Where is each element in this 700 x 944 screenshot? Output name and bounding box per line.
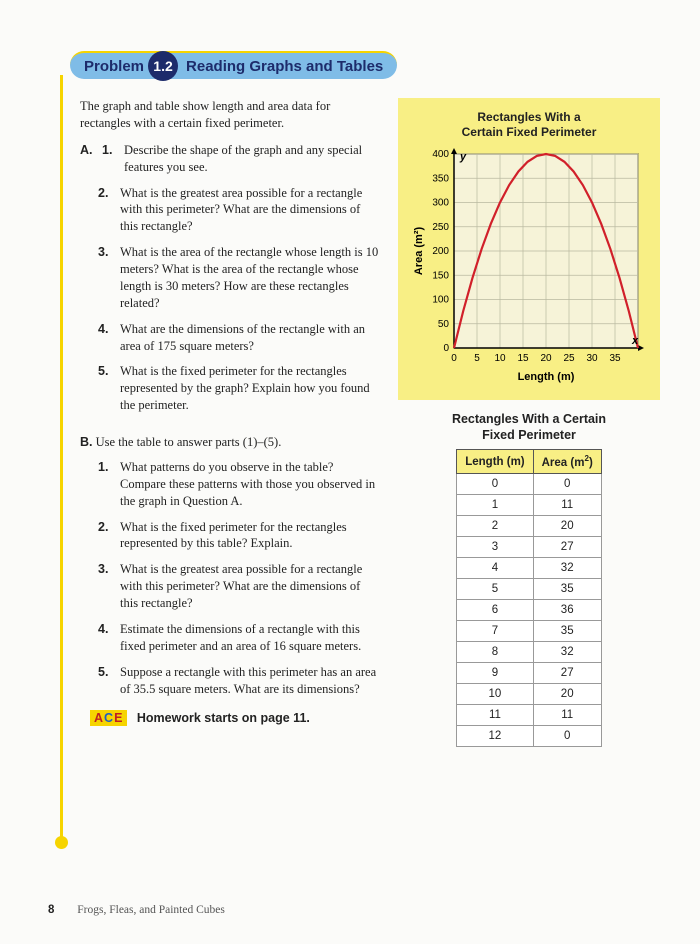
table-row: 735: [457, 621, 602, 642]
question-text: What patterns do you observe in the tabl…: [120, 459, 380, 510]
section-a-label: A.: [80, 142, 98, 176]
svg-text:0: 0: [451, 353, 457, 364]
question-text: Describe the shape of the graph and any …: [124, 142, 380, 176]
ace-text: Homework starts on page 11.: [137, 711, 310, 725]
svg-text:15: 15: [517, 353, 529, 364]
ace-line: ACE Homework starts on page 11.: [80, 711, 380, 725]
question-number: 5.: [98, 664, 116, 698]
svg-text:10: 10: [494, 353, 506, 364]
question-text: What is the fixed perimeter for the rect…: [120, 363, 380, 414]
question-number: 5.: [98, 363, 116, 414]
question-item: 4.Estimate the dimensions of a rectangle…: [98, 621, 380, 655]
table-header-area: Area (m2): [533, 450, 601, 474]
question-text: What is the greatest area possible for a…: [120, 185, 380, 236]
svg-text:300: 300: [432, 198, 449, 209]
svg-text:20: 20: [540, 353, 552, 364]
yellow-dot: [55, 836, 68, 849]
chart-box: Rectangles With a Certain Fixed Perimete…: [398, 98, 660, 400]
table-header-length: Length (m): [457, 450, 533, 474]
question-number: 2.: [98, 185, 116, 236]
question-item: 1.What patterns do you observe in the ta…: [98, 459, 380, 510]
svg-text:350: 350: [432, 173, 449, 184]
question-number: 4.: [98, 621, 116, 655]
section-a-list: 2.What is the greatest area possible for…: [80, 185, 380, 415]
question-number: 3.: [98, 561, 116, 612]
svg-text:0: 0: [443, 343, 449, 354]
section-b: B. Use the table to answer parts (1)–(5)…: [80, 434, 380, 697]
table-row: 120: [457, 726, 602, 747]
table-row: 432: [457, 558, 602, 579]
question-text: What is the greatest area possible for a…: [120, 561, 380, 612]
table-row: 1111: [457, 705, 602, 726]
ace-badge: ACE: [90, 710, 127, 726]
right-column: Rectangles With a Certain Fixed Perimete…: [398, 98, 660, 747]
svg-text:35: 35: [609, 353, 621, 364]
header-title: Reading Graphs and Tables: [186, 58, 383, 75]
left-column: The graph and table show length and area…: [70, 98, 380, 747]
section-a: A. 1. Describe the shape of the graph an…: [80, 142, 380, 414]
footer-page-number: 8: [48, 904, 54, 916]
table-row: 636: [457, 600, 602, 621]
svg-text:Area (m²): Area (m²): [413, 227, 425, 276]
svg-text:5: 5: [474, 353, 480, 364]
question-number: 1.: [102, 142, 120, 176]
svg-text:25: 25: [563, 353, 575, 364]
question-number: 4.: [98, 321, 116, 355]
question-item: 2.What is the fixed perimeter for the re…: [98, 519, 380, 553]
table-row: 832: [457, 642, 602, 663]
svg-text:50: 50: [438, 319, 450, 330]
footer-book-title: Frogs, Fleas, and Painted Cubes: [77, 904, 225, 916]
chart-title: Rectangles With a Certain Fixed Perimete…: [408, 110, 650, 140]
table-row: 111: [457, 495, 602, 516]
page-footer: 8 Frogs, Fleas, and Painted Cubes: [48, 904, 225, 916]
question-item: 3.What is the greatest area possible for…: [98, 561, 380, 612]
svg-text:200: 200: [432, 246, 449, 257]
svg-text:30: 30: [586, 353, 598, 364]
svg-text:Length (m): Length (m): [518, 371, 575, 383]
area-chart: 0 5 10 15 20 25 30 35 50 100 150 200 250 300 350 400 0 y x…: [408, 146, 650, 386]
table-row: 327: [457, 537, 602, 558]
question-number: 3.: [98, 244, 116, 312]
table-title: Rectangles With a Certain Fixed Perimete…: [398, 412, 660, 443]
svg-text:400: 400: [432, 149, 449, 160]
table-row: 220: [457, 516, 602, 537]
problem-header: Problem 1.2 Reading Graphs and Tables: [70, 50, 660, 80]
question-item: 2.What is the greatest area possible for…: [98, 185, 380, 236]
table-row: 535: [457, 579, 602, 600]
section-b-intro-text: Use the table to answer parts (1)–(5).: [96, 435, 282, 449]
table-row: 927: [457, 663, 602, 684]
intro-text: The graph and table show length and area…: [80, 98, 380, 132]
question-text: What is the area of the rectangle whose …: [120, 244, 380, 312]
question-item: 5.Suppose a rectangle with this perimete…: [98, 664, 380, 698]
header-pill: Problem 1.2 Reading Graphs and Tables: [70, 51, 397, 79]
header-problem-word: Problem: [84, 58, 144, 75]
yellow-rule: [60, 75, 63, 840]
question-text: Suppose a rectangle with this perimeter …: [120, 664, 380, 698]
question-number: 1.: [98, 459, 116, 510]
question-number: 2.: [98, 519, 116, 553]
question-item: 4.What are the dimensions of the rectang…: [98, 321, 380, 355]
question-item: 5.What is the fixed perimeter for the re…: [98, 363, 380, 414]
svg-text:y: y: [459, 151, 467, 163]
section-b-label: B.: [80, 435, 93, 449]
table-row: 00: [457, 474, 602, 495]
svg-text:x: x: [631, 335, 639, 347]
question-text: What is the fixed perimeter for the rect…: [120, 519, 380, 553]
data-table: Length (m) Area (m2) 0011122032743253563…: [456, 449, 602, 747]
svg-text:250: 250: [432, 222, 449, 233]
section-b-list: 1.What patterns do you observe in the ta…: [80, 459, 380, 698]
header-number-badge: 1.2: [148, 51, 178, 81]
svg-text:100: 100: [432, 295, 449, 306]
question-text: What are the dimensions of the rectangle…: [120, 321, 380, 355]
question-text: Estimate the dimensions of a rectangle w…: [120, 621, 380, 655]
table-row: 1020: [457, 684, 602, 705]
question-item: 3.What is the area of the rectangle whos…: [98, 244, 380, 312]
svg-text:150: 150: [432, 270, 449, 281]
